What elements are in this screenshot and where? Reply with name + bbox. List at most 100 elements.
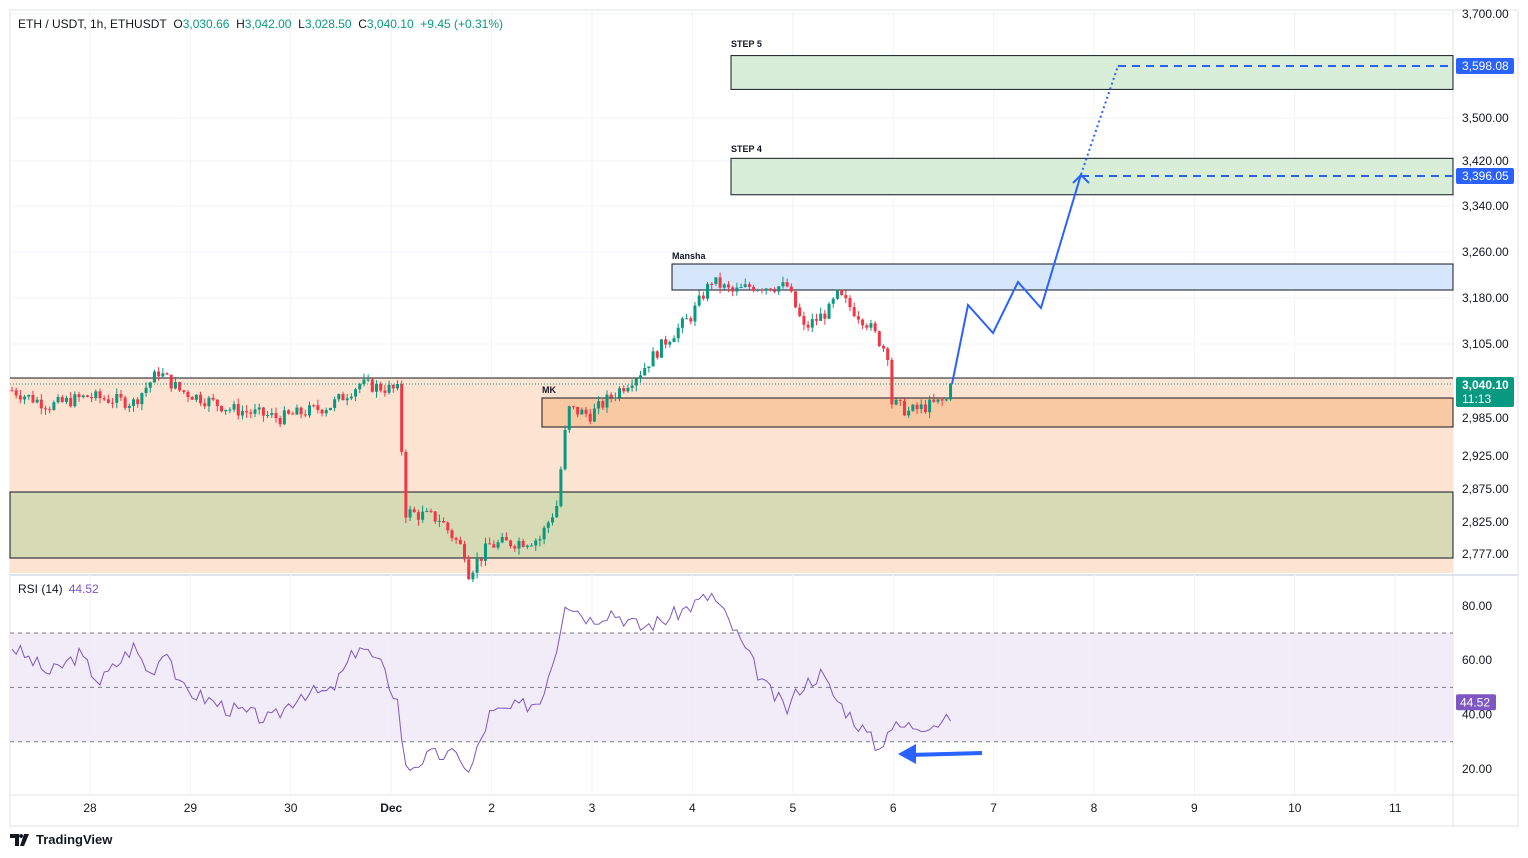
candle-body (442, 520, 446, 523)
candle-body (919, 404, 923, 410)
candle-body (534, 540, 538, 546)
candle-body (274, 413, 278, 418)
candle-body (157, 371, 161, 377)
candle-body (261, 407, 265, 416)
candle-body (890, 359, 894, 405)
candle-body (450, 530, 454, 539)
price-tick-label: 2,825.00 (1462, 515, 1509, 529)
candle-body (90, 397, 94, 399)
brand-label: TradingView (36, 832, 113, 847)
candle-body (517, 540, 521, 549)
high-value: 3,042.00 (244, 17, 292, 31)
candle-body (161, 373, 165, 377)
candle-body (735, 287, 739, 292)
candle-body (752, 286, 756, 291)
candle-body (148, 382, 152, 388)
candle-body (639, 375, 642, 379)
tradingview-logo[interactable]: TradingView (10, 832, 112, 847)
candle-body (458, 539, 462, 545)
symbol-title: ETH / USDT, 1h, ETHUSDT (18, 17, 167, 31)
candle-body (173, 382, 177, 389)
candle-body (358, 384, 362, 390)
candle-body (102, 398, 106, 400)
rsi-arrow-shaft (909, 751, 983, 757)
high-label: H (236, 17, 245, 31)
candle-body (525, 545, 529, 547)
candle-body (936, 399, 940, 402)
candle-body (940, 399, 944, 401)
candle-body (802, 316, 806, 325)
candle-body (240, 411, 244, 416)
time-tick-label: 28 (83, 801, 97, 815)
target-badge (1456, 58, 1514, 74)
candle-body (747, 284, 751, 287)
candle-body (509, 540, 513, 547)
candle-body (366, 379, 370, 381)
candle-body (303, 414, 307, 416)
target-badge (1456, 168, 1514, 184)
candle-body (467, 559, 471, 580)
candle-body (132, 399, 136, 406)
candle-body (437, 520, 441, 522)
candle-body (626, 387, 630, 392)
countdown-label: 11:13 (1462, 392, 1491, 406)
price-tick-label: 3,105.00 (1462, 337, 1509, 351)
candle-body (211, 397, 215, 400)
candle-body (676, 327, 680, 339)
candle-body (928, 399, 932, 413)
current-price-badge (1456, 377, 1514, 407)
candle-body (647, 366, 651, 369)
rsi-arrow-head (898, 744, 916, 764)
time-tick-label: 4 (689, 801, 696, 815)
mansha-label: Mansha (672, 251, 707, 261)
candle-body (81, 395, 85, 398)
time-tick-label: Dec (380, 801, 402, 815)
candle-body (27, 394, 31, 397)
candle-body (861, 319, 865, 326)
candle-body (781, 282, 785, 287)
candle-body (710, 283, 714, 285)
step5-zone (730, 55, 1454, 90)
candle-body (500, 537, 504, 543)
candle-body (282, 410, 286, 425)
tradingview-logo-icon (10, 833, 29, 846)
candle-body (446, 522, 450, 531)
candle-body (35, 399, 39, 403)
candle-body (14, 390, 18, 396)
candle-body (521, 540, 525, 547)
candle-body (257, 407, 261, 410)
candle-body (119, 393, 123, 398)
candle-body (236, 404, 240, 416)
candle-body (354, 389, 358, 397)
candle-body (375, 383, 379, 392)
candle-body (186, 391, 190, 397)
candle-body (835, 289, 839, 299)
time-tick-label: 9 (1191, 801, 1198, 815)
candle-body (726, 284, 730, 288)
candle-body (722, 284, 726, 288)
candle-body (664, 339, 668, 345)
candle-body (542, 527, 546, 540)
candle-body (773, 290, 777, 292)
candle-body (634, 378, 638, 386)
time-tick-label: 5 (789, 801, 796, 815)
price-tick-label: 2,777.00 (1462, 547, 1509, 561)
candle-body (270, 413, 274, 415)
candle-body (379, 383, 383, 391)
rsi-tick-label: 60.00 (1462, 653, 1492, 667)
candle-body (685, 318, 689, 320)
candle-body (69, 397, 73, 407)
price-tick-label: 3,500.00 (1462, 111, 1509, 125)
candle-body (513, 546, 517, 549)
candle-body (140, 393, 144, 405)
candle-body (165, 373, 169, 375)
candle-body (127, 405, 131, 408)
price-tick-label: 3,340.00 (1462, 199, 1509, 213)
price-tick-label: 3,180.00 (1462, 291, 1509, 305)
candle-body (613, 397, 617, 399)
candle-body (320, 409, 324, 414)
mansha-zone (671, 263, 1454, 291)
candle-body (169, 374, 173, 389)
candle-body (571, 406, 575, 408)
